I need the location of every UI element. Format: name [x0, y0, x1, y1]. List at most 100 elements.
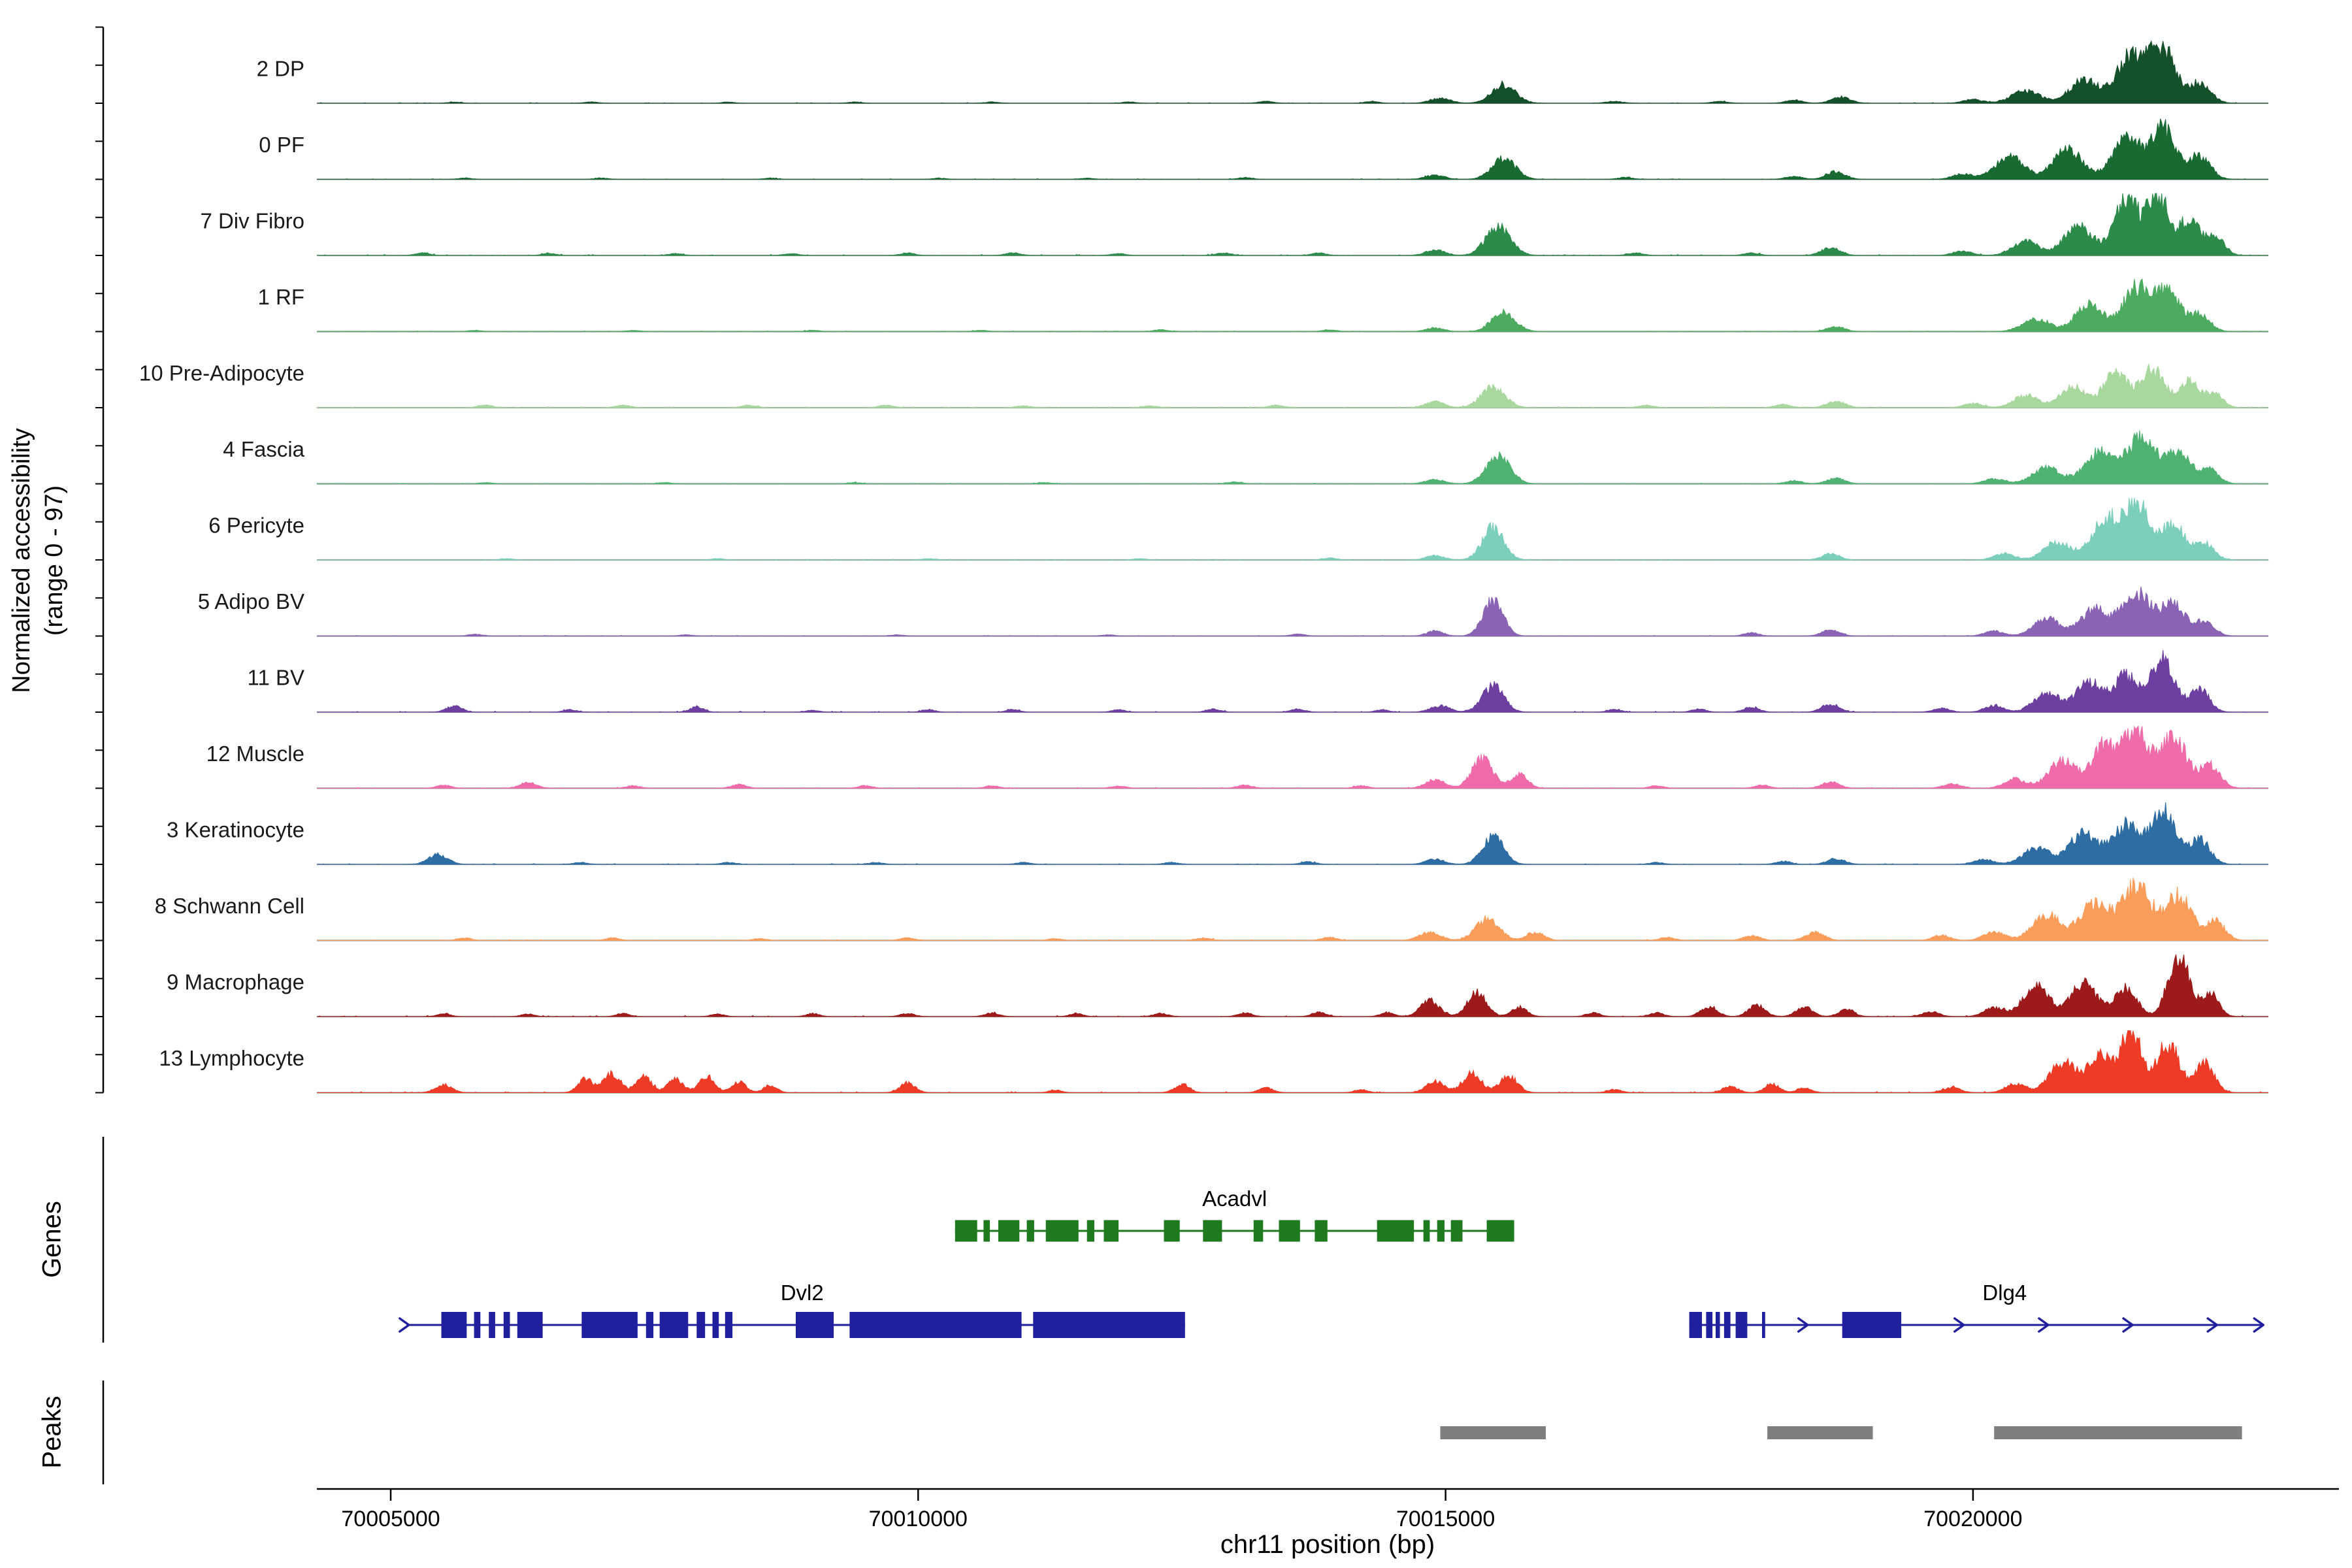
track-signal-area: [317, 40, 2268, 104]
peak-region-bar: [1440, 1426, 1546, 1439]
exon-box: [1086, 1220, 1094, 1242]
exon-box: [1045, 1220, 1079, 1242]
exon-box: [1450, 1220, 1463, 1242]
exon-box: [998, 1220, 1020, 1242]
strand-arrow-icon: [2122, 1317, 2134, 1333]
track-signal-area: [317, 802, 2268, 865]
accessibility-track: 7 Div Fibro: [200, 193, 2268, 257]
strand-arrow-icon: [1953, 1317, 1965, 1333]
track-label: 4 Fascia: [223, 437, 304, 461]
gene-name-label: Dlg4: [1982, 1281, 2027, 1305]
accessibility-track: 13 Lymphocyte: [159, 1030, 2268, 1094]
gene-name-label: Dvl2: [781, 1281, 824, 1305]
exon-box: [1377, 1220, 1414, 1242]
track-signal-area: [317, 649, 2268, 713]
accessibility-track: 6 Pericyte: [208, 497, 2269, 561]
exon-box: [712, 1312, 719, 1338]
gene-name-label: Acadvl: [1202, 1186, 1267, 1211]
accessibility-track: 3 Keratinocyte: [167, 802, 2268, 866]
gene-model-acadvl: Acadvl: [955, 1186, 1514, 1242]
track-label: 2 DP: [257, 57, 304, 81]
gene-model-dvl2: Dvl2: [399, 1281, 1185, 1338]
track-signal-area: [317, 954, 2268, 1017]
strand-arrow-icon: [399, 1317, 410, 1333]
track-label: 5 Adipo BV: [198, 589, 304, 613]
exon-box: [1033, 1312, 1185, 1338]
accessibility-track: 11 BV: [248, 649, 2268, 713]
exon-box: [581, 1312, 638, 1338]
track-label: 0 PF: [259, 133, 304, 157]
exon-box: [659, 1312, 689, 1338]
track-label: 11 BV: [248, 666, 304, 690]
exon-box: [1253, 1220, 1264, 1242]
track-label: 8 Schwann Cell: [155, 894, 304, 918]
accessibility-track: 9 Macrophage: [167, 954, 2268, 1018]
y-axis-title-line1: Normalized accessibility: [7, 428, 35, 693]
exon-box: [489, 1312, 495, 1338]
track-label: 3 Keratinocyte: [167, 818, 304, 842]
track-signal-area: [317, 118, 2268, 180]
track-signal-area: [317, 278, 2268, 333]
strand-arrow-icon: [2206, 1317, 2219, 1333]
track-label: 10 Pre-Adipocyte: [139, 361, 304, 385]
exon-box: [1486, 1220, 1514, 1242]
accessibility-track: 2 DP: [257, 40, 2268, 105]
exon-box: [849, 1312, 1022, 1338]
accessibility-track: 4 Fascia: [223, 430, 2268, 485]
strand-arrow-icon: [2253, 1317, 2265, 1333]
exon-box: [1423, 1220, 1430, 1242]
exon-box: [503, 1312, 510, 1338]
strand-arrow-icon: [1797, 1317, 1809, 1333]
exon-box: [1716, 1312, 1720, 1338]
exon-box: [1203, 1220, 1222, 1242]
exon-box: [1437, 1220, 1445, 1242]
peak-region-bar: [1994, 1426, 2242, 1439]
exon-box: [645, 1312, 654, 1338]
track-label: 1 RF: [257, 285, 304, 309]
y-axis-title: Normalized accessibility (range 0 - 97): [5, 428, 71, 693]
tracks-axis-bracket: [95, 26, 105, 1094]
track-signal-area: [317, 586, 2268, 637]
track-signal-area: [317, 193, 2268, 256]
exon-box: [1026, 1220, 1034, 1242]
x-tick-label: 70005000: [341, 1507, 440, 1531]
track-signal-area: [317, 497, 2269, 561]
exon-box: [796, 1312, 834, 1338]
exon-box: [1103, 1220, 1119, 1242]
genes-section-label: Genes: [37, 1201, 67, 1278]
x-axis-title: chr11 position (bp): [1220, 1530, 1435, 1559]
accessibility-track: 5 Adipo BV: [198, 586, 2268, 637]
exon-box: [983, 1220, 990, 1242]
accessibility-track: 12 Muscle: [206, 725, 2268, 789]
x-tick-label: 70020000: [1923, 1507, 2022, 1531]
track-label: 9 Macrophage: [167, 970, 304, 994]
exon-box: [1762, 1312, 1765, 1338]
exon-box: [696, 1312, 706, 1338]
peak-region-bar: [1767, 1426, 1873, 1439]
exon-box: [1842, 1312, 1902, 1338]
accessibility-track: 8 Schwann Cell: [155, 877, 2268, 941]
accessibility-track: 0 PF: [259, 118, 2268, 180]
y-axis-title-line2: (range 0 - 97): [41, 485, 68, 636]
track-signal-area: [317, 1030, 2268, 1094]
accessibility-track: 1 RF: [257, 278, 2268, 333]
exon-box: [725, 1312, 733, 1338]
x-tick-label: 70010000: [869, 1507, 968, 1531]
strand-arrow-icon: [2038, 1317, 2050, 1333]
accessibility-track: 10 Pre-Adipocyte: [139, 361, 2268, 409]
exon-box: [1735, 1312, 1748, 1338]
exon-box: [1315, 1220, 1328, 1242]
track-label: 12 Muscle: [206, 742, 304, 766]
exon-box: [1706, 1312, 1713, 1338]
track-label: 13 Lymphocyte: [159, 1046, 304, 1070]
x-tick-label: 70015000: [1396, 1507, 1495, 1531]
track-signal-area: [317, 363, 2268, 408]
track-signal-area: [317, 877, 2268, 941]
track-signal-area: [316, 430, 2268, 485]
track-label: 6 Pericyte: [208, 514, 304, 538]
gene-model-dlg4: Dlg4: [1689, 1281, 2265, 1338]
exon-box: [474, 1312, 481, 1338]
exon-box: [441, 1312, 467, 1338]
